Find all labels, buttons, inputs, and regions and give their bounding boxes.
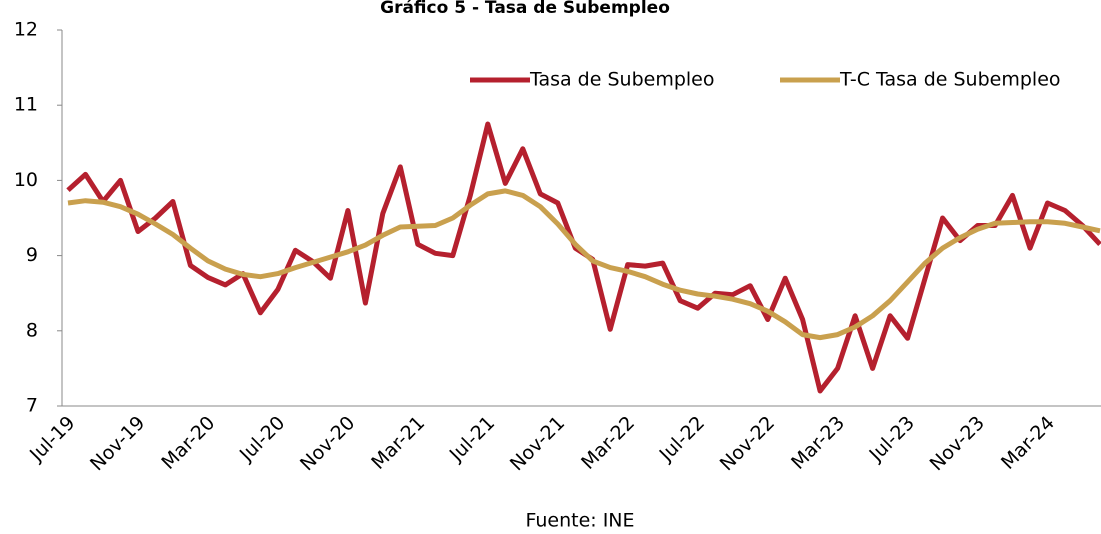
x-tick-label: Jul-21 bbox=[445, 412, 499, 466]
legend-label: Tasa de Subempleo bbox=[529, 69, 715, 91]
x-tick-label: Nov-21 bbox=[506, 412, 569, 475]
x-tick-label: Mar-22 bbox=[577, 412, 639, 474]
x-tick-label: Nov-20 bbox=[296, 412, 359, 475]
series-line bbox=[67, 188, 1101, 341]
x-tick-label: Nov-23 bbox=[926, 412, 989, 475]
x-tick-label: Jul-20 bbox=[235, 412, 289, 466]
y-tick-label: 10 bbox=[14, 169, 38, 191]
y-tick-label: 11 bbox=[14, 94, 38, 116]
series-line bbox=[66, 121, 1101, 394]
x-tick-label: Nov-22 bbox=[716, 412, 779, 475]
x-tick-label: Mar-24 bbox=[997, 412, 1059, 474]
x-tick-label: Nov-19 bbox=[86, 412, 149, 475]
chart-title: Gráfico 5 - Tasa de Subempleo bbox=[380, 0, 670, 18]
x-tick-label: Jul-22 bbox=[655, 412, 709, 466]
y-tick-label: 8 bbox=[26, 319, 38, 341]
x-tick-label: Mar-23 bbox=[787, 412, 849, 474]
source-note: Fuente: INE bbox=[525, 510, 634, 532]
x-tick-label: Mar-21 bbox=[367, 412, 429, 474]
y-tick-label: 7 bbox=[26, 395, 38, 417]
x-tick-label: Jul-19 bbox=[25, 412, 79, 466]
x-tick-label: Jul-23 bbox=[865, 412, 919, 466]
y-tick-label: 12 bbox=[14, 19, 38, 41]
legend-label: T-C Tasa de Subempleo bbox=[839, 69, 1061, 91]
y-tick-label: 9 bbox=[26, 244, 38, 266]
x-tick-label: Mar-20 bbox=[157, 412, 219, 474]
